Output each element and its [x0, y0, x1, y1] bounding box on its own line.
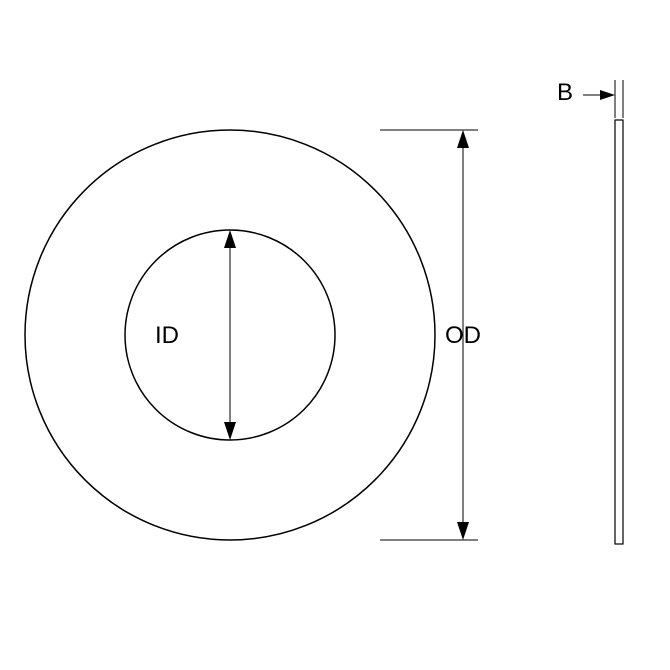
washer-side-view [615, 120, 623, 544]
dimension-od: OD [380, 130, 481, 540]
dimension-id: ID [155, 230, 236, 440]
id-label: ID [155, 322, 179, 349]
dimension-b: B [557, 79, 623, 118]
b-label: B [557, 79, 573, 106]
od-label: OD [445, 322, 481, 349]
